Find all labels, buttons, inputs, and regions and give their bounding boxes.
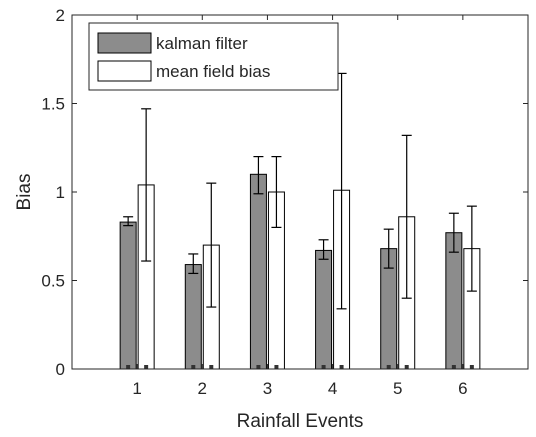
bar-series-1-event-4 bbox=[315, 249, 333, 370]
bar-base-marker-series-2-event-6 bbox=[469, 365, 474, 369]
legend-swatch-kalman-filter bbox=[97, 32, 152, 54]
x-tick-label-4: 4 bbox=[328, 379, 337, 398]
legend-label-kalman-filter: kalman filter bbox=[156, 34, 248, 53]
bar-series-1-event-2 bbox=[184, 264, 202, 370]
x-axis-label: Rainfall Events bbox=[237, 411, 364, 432]
y-tick-label-2: 2 bbox=[56, 6, 65, 25]
x-tick-label-6: 6 bbox=[458, 379, 467, 398]
bar-base-marker-series-2-event-1 bbox=[144, 365, 149, 369]
x-tick-label-1: 1 bbox=[132, 379, 141, 398]
bar-base-marker-series-2-event-4 bbox=[339, 365, 344, 369]
y-tick-label-1: 1 bbox=[56, 183, 65, 202]
y-axis-label: Bias bbox=[14, 174, 35, 211]
ticks-layer: 0 0.5 1 1.5 2 1 2 3 4 5 6 bbox=[41, 6, 528, 398]
y-tick-label-1.5: 1.5 bbox=[41, 95, 65, 114]
bar-base-marker-series-2-event-2 bbox=[209, 365, 214, 369]
y-tick-label-0: 0 bbox=[56, 360, 65, 379]
legend-swatch-mean-field-bias bbox=[97, 60, 152, 82]
bar-base-marker-series-1-event-1 bbox=[126, 365, 131, 369]
x-tick-label-3: 3 bbox=[263, 379, 272, 398]
bar-series-1-event-6 bbox=[445, 232, 463, 370]
y-tick-label-0.5: 0.5 bbox=[41, 272, 65, 291]
bar-base-marker-series-1-event-5 bbox=[386, 365, 391, 369]
bar-base-marker-series-1-event-6 bbox=[451, 365, 456, 369]
bar-base-marker-series-2-event-5 bbox=[404, 365, 409, 369]
bar-series-1-event-3 bbox=[249, 173, 267, 370]
bar-base-marker-series-1-event-4 bbox=[321, 365, 326, 369]
bar-base-marker-series-2-event-3 bbox=[274, 365, 279, 369]
bar-base-marker-series-1-event-2 bbox=[191, 365, 196, 369]
legend: kalman filter mean field bias bbox=[88, 22, 339, 91]
error-bars-layer bbox=[123, 72, 477, 310]
bars-layer bbox=[119, 173, 481, 370]
x-tick-label-5: 5 bbox=[393, 379, 402, 398]
bar-series-1-event-1 bbox=[119, 221, 137, 370]
legend-label-mean-field-bias: mean field bias bbox=[156, 62, 270, 81]
x-tick-label-2: 2 bbox=[198, 379, 207, 398]
bar-base-marker-series-1-event-3 bbox=[256, 365, 261, 369]
